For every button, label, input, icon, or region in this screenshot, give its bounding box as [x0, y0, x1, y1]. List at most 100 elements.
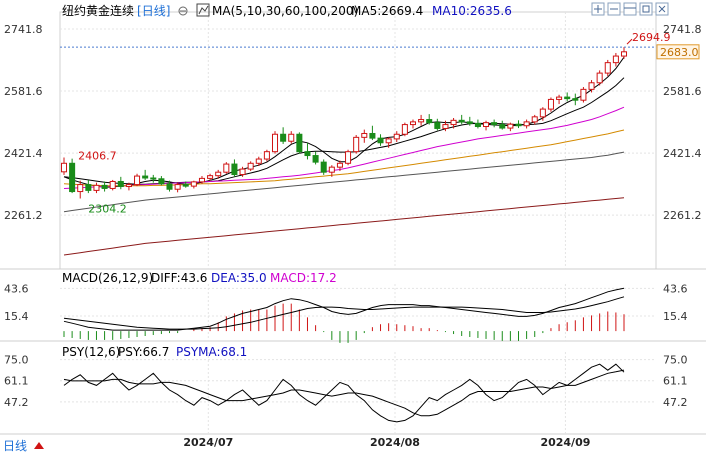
add-icon[interactable]: [591, 2, 605, 16]
x-tick-label: 2024/07: [183, 436, 233, 449]
candle-body: [117, 180, 124, 188]
period-label[interactable]: [日线]: [137, 4, 170, 18]
y-tick-label: 15.4: [663, 310, 688, 323]
candle-body: [215, 171, 222, 177]
candle-body: [85, 184, 92, 191]
settings-icon[interactable]: [178, 6, 188, 16]
candle-body: [580, 88, 587, 101]
candle-body: [596, 72, 603, 84]
candle-body: [450, 119, 457, 126]
macd-params-label: MACD(26,12,9): [62, 271, 153, 285]
candle-body: [442, 124, 449, 129]
candle-body: [263, 151, 270, 160]
candle-body: [539, 108, 546, 118]
chevron-up-icon[interactable]: [34, 442, 44, 449]
last-price-label: 2683.0: [660, 46, 699, 59]
y-tick-label: 15.4: [4, 310, 29, 323]
candle-body: [385, 138, 392, 144]
candle-body: [190, 181, 197, 187]
annotation-early-high-label: 2406.7: [78, 149, 117, 162]
candle-body: [409, 121, 417, 126]
macd-diff-line: [63, 287, 625, 331]
candle-body: [474, 122, 481, 128]
candle-body: [491, 122, 498, 126]
candle-body: [531, 116, 538, 123]
candle-body: [458, 119, 465, 123]
candle-body: [93, 184, 100, 191]
candle-body: [377, 137, 384, 144]
annotation-high-label: 2694.9: [632, 31, 671, 44]
candle-body: [401, 124, 408, 135]
y-tick-label: 75.0: [663, 354, 688, 367]
candle-body: [150, 177, 157, 180]
candle-body: [466, 121, 473, 124]
y-tick-label: 2581.6: [663, 85, 702, 98]
candle-body: [77, 184, 84, 193]
candle-body: [134, 175, 141, 186]
candle-body: [247, 162, 254, 170]
candle-body: [418, 119, 425, 123]
candle-body: [328, 166, 335, 173]
macd-plot: [63, 287, 625, 343]
candle-body: [271, 133, 279, 153]
candle-body: [231, 163, 238, 176]
candlesticks: [60, 47, 628, 199]
candle-body: [69, 162, 76, 193]
candle-body: [304, 151, 311, 157]
candle-body: [620, 51, 628, 57]
candle-body: [280, 133, 287, 142]
candle-body: [588, 82, 595, 90]
x-tick-label: 2024/08: [370, 436, 420, 449]
y-tick-label: 43.6: [663, 282, 688, 295]
y-tick-label: 61.1: [663, 375, 688, 388]
candle-body: [499, 124, 506, 129]
candle-body: [158, 178, 165, 185]
candle-body: [207, 175, 214, 179]
candle-body: [336, 162, 343, 168]
candle-body: [426, 119, 433, 124]
y-tick-label: 2261.2: [4, 209, 43, 222]
macd-dea-value: DEA:35.0: [211, 271, 267, 285]
candle-body: [612, 55, 619, 64]
ma10-value: MA10:2635.6: [432, 4, 512, 18]
psy-value: PSY:66.7: [118, 345, 169, 359]
annotation-low-label: 2304.2: [88, 203, 127, 216]
candle-body: [507, 123, 514, 129]
y-tick-label: 2421.4: [4, 147, 43, 160]
candle-body: [345, 151, 352, 164]
candle-body: [434, 122, 441, 129]
psy-params-label: PSY(12,6): [62, 345, 120, 359]
candle-body: [320, 161, 327, 173]
chart-type-icon[interactable]: [196, 3, 210, 17]
candle-body: [556, 96, 563, 100]
expand-icon[interactable]: [639, 2, 653, 16]
candle-body: [353, 136, 360, 153]
y-tick-label: 2581.6: [4, 85, 43, 98]
candle-body: [174, 184, 181, 190]
candle-body: [198, 177, 205, 183]
candle-body: [255, 158, 262, 164]
candle-body: [60, 162, 68, 173]
last-price-tag: [656, 44, 700, 60]
grid-lines: [60, 12, 656, 434]
series-line-ma30: [63, 106, 625, 189]
psy-plot: [63, 363, 625, 423]
panel-icon[interactable]: [623, 2, 637, 16]
macd-diff-value: DIFF:43.6: [151, 271, 207, 285]
y-tick-label: 43.6: [4, 282, 29, 295]
candle-body: [109, 180, 116, 189]
candle-body: [604, 62, 611, 74]
bottom-period-tag[interactable]: 日线: [3, 439, 27, 453]
price-annotations: 2694.9 2406.7 2304.2 2683.0: [60, 31, 700, 216]
psy-line: [63, 363, 625, 423]
y-tick-label: 47.2: [663, 396, 688, 409]
y-tick-label: 2421.4: [663, 147, 702, 160]
y-tick-label: 75.0: [4, 354, 29, 367]
candle-body: [564, 96, 571, 100]
candle-body: [142, 175, 149, 179]
close-icon[interactable]: [655, 2, 669, 16]
minus-icon[interactable]: [607, 2, 621, 16]
candle-body: [393, 133, 400, 140]
candle-body: [369, 132, 376, 139]
